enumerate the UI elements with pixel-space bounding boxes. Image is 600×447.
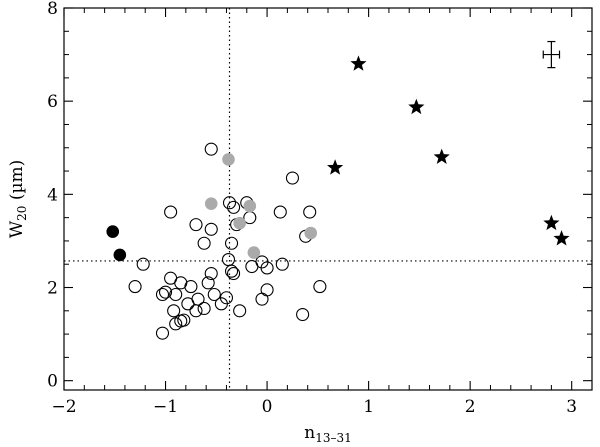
error-bar [542, 40, 561, 69]
plot-frame [63, 7, 593, 391]
x-tick-label: 3 [566, 397, 577, 417]
open-circle-point [164, 205, 178, 219]
open-circle-point [260, 283, 274, 297]
open-circle-point [260, 261, 274, 275]
filled-black-circle-point [106, 225, 120, 238]
y-tick-label: 8 [47, 0, 58, 19]
open-circle-point [227, 200, 241, 214]
y-tick-label: 0 [47, 372, 58, 392]
open-circle-point [197, 236, 211, 250]
data-points [106, 55, 570, 340]
axis-ticks [63, 7, 593, 390]
x-axis-label-subscript: 13–31 [315, 431, 352, 445]
star-point [350, 55, 367, 71]
open-circle-point [155, 326, 170, 340]
open-circle-point [158, 285, 173, 299]
open-circle-point [275, 257, 289, 271]
open-circle-point [136, 257, 150, 271]
open-circle-point [227, 266, 241, 281]
open-circle-point [204, 222, 218, 236]
open-circle-point [224, 264, 239, 278]
open-circle-point [169, 317, 183, 331]
y-axis-label-main: W [7, 220, 27, 238]
open-circle-point [177, 313, 191, 327]
open-circle-point [296, 307, 310, 322]
star-point [408, 98, 425, 115]
open-circle-point [201, 276, 215, 290]
open-circle-point [313, 280, 327, 294]
filled-gray-circle-point [222, 153, 235, 166]
star-point [433, 148, 450, 164]
y-axis-label-unit: (µm) [7, 160, 27, 206]
open-circle-point [155, 287, 170, 302]
open-circle-point [189, 304, 203, 318]
open-circle-point [167, 304, 181, 318]
open-circle-point [219, 291, 234, 305]
open-circle-point [164, 271, 178, 285]
x-axis-label-main: n [304, 423, 315, 443]
filled-black-circle-point [113, 248, 127, 262]
open-circle-point [285, 171, 300, 185]
reference-lines [64, 8, 592, 390]
tick-labels: −2 −1 0 1 2 3 0 2 4 6 8 [47, 0, 577, 417]
y-tick-label: 4 [47, 185, 58, 205]
open-circle-point [189, 218, 203, 232]
x-tick-label: 0 [262, 397, 273, 417]
y-tick-label: 2 [47, 279, 58, 299]
y-axis-label: W20 (µm) [7, 160, 29, 239]
open-circle-point [224, 236, 239, 250]
x-tick-label: −1 [153, 397, 178, 417]
filled-gray-circle-point [304, 226, 318, 240]
open-circle-point [191, 292, 205, 306]
star-point [553, 230, 570, 246]
open-circle-point [255, 292, 269, 306]
open-circle-point [169, 287, 183, 302]
filled-gray-circle-point [243, 199, 257, 213]
star-point [543, 214, 560, 231]
open-circle-point [128, 280, 142, 294]
open-circle-point [207, 287, 221, 302]
open-circle-point [197, 301, 211, 316]
open-circle-point [233, 304, 247, 318]
open-circle-point [273, 205, 287, 219]
y-tick-label: 6 [47, 92, 58, 112]
open-circle-point [222, 196, 237, 210]
open-circle-point [204, 266, 218, 281]
x-tick-label: 2 [465, 397, 476, 417]
open-circle-point [303, 205, 317, 219]
filled-gray-circle-point [233, 216, 246, 230]
x-axis-label: n13–31 [304, 423, 352, 445]
open-circle-point [204, 142, 218, 156]
x-tick-label: 1 [363, 397, 374, 417]
filled-gray-circle-point [204, 197, 218, 210]
x-tick-label: −2 [51, 397, 76, 417]
star-point [327, 159, 344, 175]
filled-gray-circle-point [247, 246, 261, 259]
open-circle-point [221, 253, 236, 267]
y-axis-label-subscript: 20 [15, 206, 29, 221]
